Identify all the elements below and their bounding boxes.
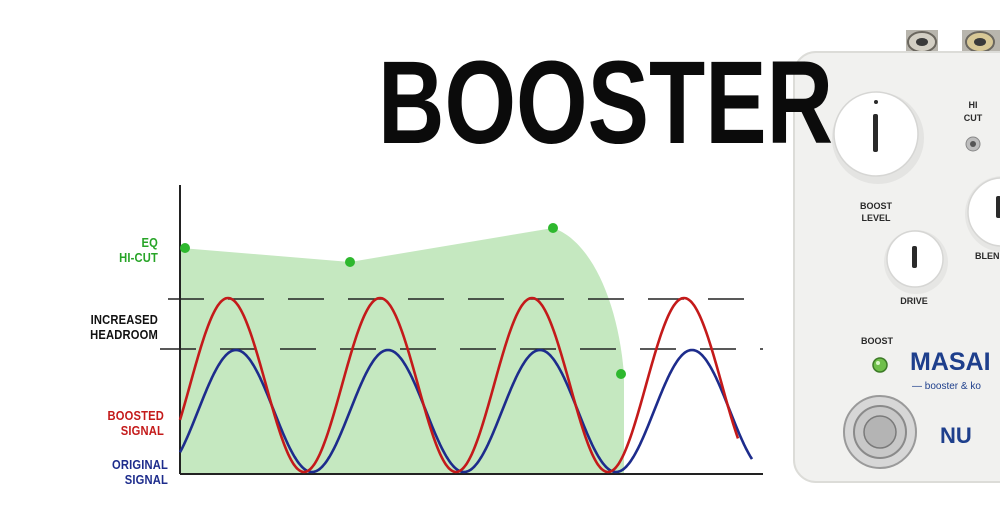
eq-label-line2: HI-CUT (119, 250, 158, 265)
boost-level-label-2: LEVEL (861, 213, 891, 223)
eq-point (548, 223, 558, 233)
eq-hi-cut-label: EQ HI-CUT (57, 235, 158, 265)
boosted-signal-label: BOOSTED SIGNAL (57, 408, 164, 438)
hi-cut-toggle[interactable] (965, 136, 981, 152)
drive-label: DRIVE (900, 296, 928, 306)
boost-level-label: BOOST (860, 201, 893, 211)
boosted-label-line2: SIGNAL (120, 423, 164, 438)
headroom-label-line2: HEADROOM (90, 327, 158, 342)
boost-led (872, 357, 888, 373)
pedal-graphic: HI CUT BOOST LEVEL BLEN DRIVE BOOST MASA… (793, 30, 1000, 483)
blend-label: BLEN (975, 251, 1000, 261)
footswitch[interactable] (843, 395, 917, 469)
eq-point (616, 369, 626, 379)
boosted-label-line1: BOOSTED (107, 408, 164, 423)
hi-cut-label: HI (969, 100, 978, 110)
original-signal-label: ORIGINAL SIGNAL (58, 457, 168, 487)
original-label-line2: SIGNAL (124, 472, 168, 487)
eq-point (180, 243, 190, 253)
boosted-signal-wave (178, 296, 740, 474)
increased-headroom-label: INCREASED HEADROOM (48, 312, 158, 342)
boost-level-knob[interactable] (832, 91, 924, 184)
original-label-line1: ORIGINAL (111, 457, 168, 472)
boost-label: BOOST (861, 336, 894, 346)
drive-knob[interactable] (884, 230, 948, 294)
brand-logo: NU (940, 423, 972, 448)
signal-graph (160, 185, 763, 475)
hi-cut-label-2: CUT (964, 113, 983, 123)
page-title: BOOSTER (378, 37, 834, 169)
eq-hi-cut-area (181, 228, 624, 474)
eq-label-line1: EQ (141, 235, 158, 250)
headroom-label-line1: INCREASED (90, 312, 158, 327)
blend-knob[interactable] (965, 176, 1000, 252)
brand-name: MASAI (910, 348, 991, 376)
brand-subtitle: — booster & ko (912, 381, 981, 392)
eq-point (345, 257, 355, 267)
